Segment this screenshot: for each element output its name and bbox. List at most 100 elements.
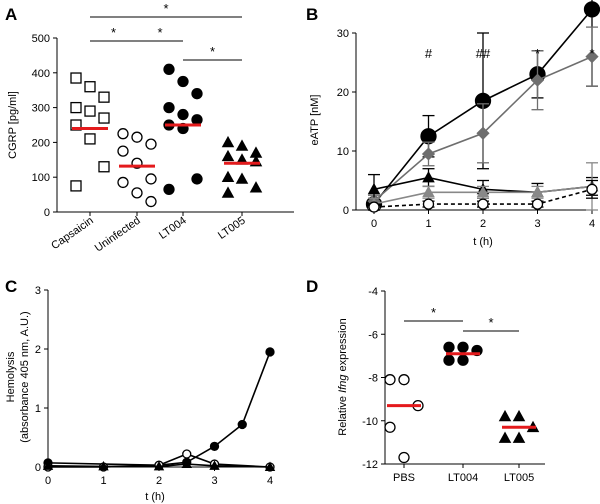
x-tick-label: 4 (589, 218, 595, 230)
data-point (476, 126, 490, 140)
x-tick-label: 2 (480, 218, 486, 230)
data-point (182, 449, 192, 459)
x-tick-label: 0 (371, 218, 377, 230)
y-tick-label: -4 (368, 286, 378, 298)
y-tick-label: 10 (337, 146, 349, 158)
data-point (422, 198, 435, 210)
data-point (209, 441, 220, 452)
significance-label: * (163, 1, 168, 16)
x-tick-label: Uninfected (93, 215, 143, 255)
data-point (457, 354, 469, 366)
data-point (221, 170, 235, 183)
x-tick-label: LT005 (216, 215, 248, 242)
x-tick-label: 1 (100, 475, 106, 487)
data-series (368, 179, 598, 213)
data-point (476, 185, 490, 198)
data-point (384, 374, 396, 386)
panel-label-C: C (5, 277, 17, 296)
panel-d-y-axis-label-gene: Ifng (337, 374, 349, 393)
data-point (98, 91, 110, 103)
data-point (498, 431, 512, 443)
data-point (42, 460, 54, 470)
panel-d-y-axis-label-part3: expression (337, 318, 349, 374)
data-point (163, 63, 175, 75)
x-tick-label: 3 (534, 218, 540, 230)
significance-annotation: * (535, 46, 540, 61)
data-point (145, 138, 157, 150)
series-line (373, 188, 593, 208)
significance-label: * (431, 305, 436, 320)
data-point (237, 419, 247, 430)
data-point (477, 198, 489, 210)
data-point (422, 185, 435, 198)
panel-d-y-axis-label-part1: Relative (337, 393, 349, 436)
data-point (457, 341, 469, 353)
data-point (443, 341, 455, 353)
x-tick-label: Capsaicin (49, 215, 95, 253)
panel-a-y-axis-label: CGRP [pg/ml] (7, 91, 19, 159)
data-point (191, 173, 203, 185)
panel-d-y-axis-label: Relative Ifng expression (337, 318, 349, 435)
data-point (265, 347, 275, 357)
x-tick-label: LT004 (157, 215, 189, 242)
series-line (47, 463, 271, 468)
data-point (498, 409, 512, 422)
panel-b-y-axis-label: eATP [nM] (309, 95, 321, 146)
y-tick-label: -12 (362, 459, 378, 471)
significance-label: * (111, 25, 116, 40)
data-point (422, 171, 435, 183)
data-point (70, 119, 82, 131)
y-tick-label: 0 (35, 462, 41, 474)
data-point (368, 201, 380, 213)
data-point (181, 458, 192, 469)
y-tick-label: 500 (32, 33, 50, 45)
data-point (131, 187, 143, 199)
data-point (145, 195, 157, 208)
y-tick-label: 3 (35, 285, 41, 297)
y-tick-label: 400 (32, 68, 50, 80)
data-point (531, 198, 544, 210)
x-tick-label: 4 (267, 475, 273, 487)
data-point (221, 186, 235, 198)
x-tick-label: LT005 (504, 472, 534, 484)
x-tick-label: 3 (211, 475, 217, 487)
x-tick-label: LT004 (448, 472, 478, 484)
x-tick-label: PBS (393, 472, 415, 484)
significance-annotation: * (589, 46, 594, 61)
panel-c-x-axis-label: t (h) (145, 491, 165, 503)
data-point (221, 149, 235, 162)
data-point (145, 173, 157, 185)
x-tick-label: 0 (45, 475, 51, 487)
data-point (264, 461, 276, 471)
y-tick-label: -6 (368, 329, 378, 341)
y-tick-label: 0 (343, 205, 349, 217)
data-point (530, 73, 545, 87)
significance-annotation: # (425, 46, 433, 61)
data-point (131, 131, 143, 143)
data-point (512, 409, 526, 422)
data-point (117, 176, 129, 189)
significance-label: * (157, 25, 162, 40)
data-point (421, 147, 436, 161)
data-point (70, 72, 82, 84)
panel-c-chart: Hemolysis (absorbance 405 nm, A.U.) t (h… (5, 285, 276, 503)
data-point (177, 75, 189, 88)
data-point (367, 182, 381, 195)
data-point (235, 139, 249, 151)
panel-c-y-axis-label-line1: Hemolysis (5, 351, 17, 402)
y-tick-label: 100 (32, 172, 50, 184)
data-point (70, 180, 82, 192)
data-point (443, 354, 455, 366)
panel-c-y-axis-label-line2: (absorbance 405 nm, A.U.) (19, 311, 31, 442)
data-point (98, 460, 109, 471)
data-point (586, 183, 598, 196)
data-point (84, 105, 96, 117)
data-point (84, 133, 96, 145)
panel-a-chart: CGRP [pg/ml] 0 100 200 300 400 500 CapsaicinU… (7, 1, 294, 255)
y-tick-label: 2 (35, 344, 41, 356)
panel-label-B: B (306, 5, 318, 24)
data-point (117, 128, 129, 140)
data-point (98, 112, 110, 124)
y-tick-label: -10 (362, 416, 378, 428)
